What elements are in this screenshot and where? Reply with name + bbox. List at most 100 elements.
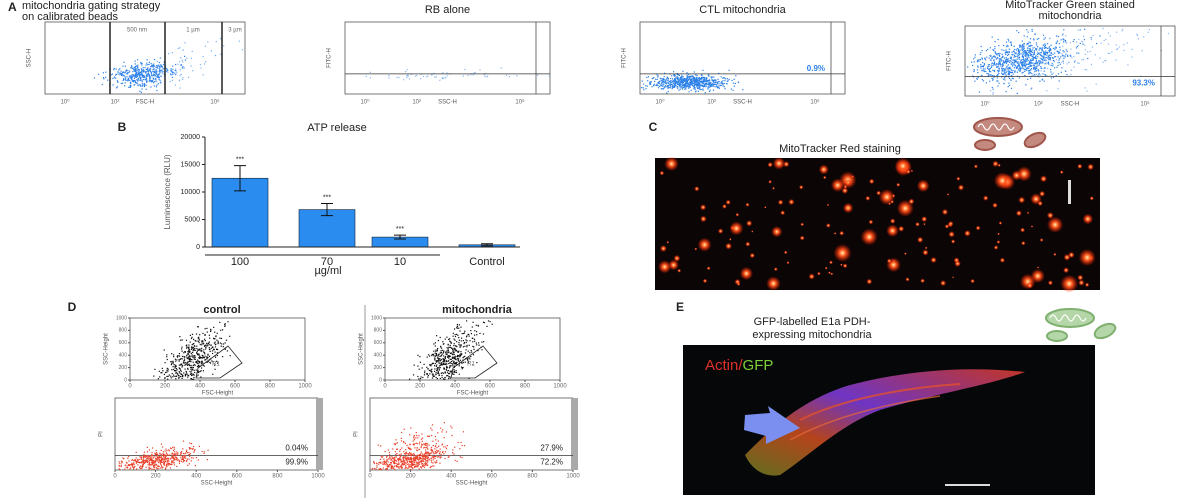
- event-dot: [400, 453, 402, 455]
- event-dot: [215, 335, 217, 337]
- event-dot: [187, 368, 189, 370]
- event-dot: [412, 453, 415, 455]
- event-dot: [182, 77, 184, 79]
- event-dot: [464, 330, 466, 332]
- event-dot: [140, 467, 142, 470]
- event-dot: [1136, 34, 1139, 37]
- event-dot: [401, 447, 403, 449]
- event-dot: [456, 346, 458, 348]
- event-dot: [1143, 36, 1145, 38]
- fluorescent-spot: [771, 226, 783, 238]
- event-dot: [405, 466, 407, 468]
- event-dot: [222, 329, 224, 331]
- event-dot: [201, 350, 203, 352]
- event-dot: [1033, 68, 1035, 70]
- fluorescent-spot: [725, 199, 731, 205]
- event-dot: [434, 342, 436, 344]
- event-dot: [461, 457, 463, 459]
- event-dot: [460, 340, 462, 342]
- event-dot: [703, 80, 705, 82]
- event-dot: [134, 76, 136, 78]
- event-dot: [167, 370, 169, 372]
- event-dot: [698, 80, 700, 82]
- event-dot: [150, 461, 152, 463]
- event-dot: [673, 74, 675, 76]
- event-dot: [1005, 49, 1007, 51]
- event-dot: [1131, 48, 1133, 50]
- event-dot: [164, 450, 166, 452]
- event-dot: [1018, 77, 1020, 79]
- event-dot: [447, 355, 449, 357]
- event-dot: [676, 82, 678, 84]
- event-dot: [152, 65, 154, 67]
- event-dot: [667, 79, 669, 81]
- event-dot: [141, 80, 143, 83]
- event-dot: [398, 76, 400, 79]
- event-dot: [220, 53, 222, 55]
- event-dot: [726, 80, 728, 82]
- event-dot: [198, 349, 200, 351]
- event-dot: [404, 456, 406, 458]
- event-dot: [186, 460, 188, 462]
- event-dot: [135, 65, 138, 67]
- event-dot: [173, 453, 175, 455]
- event-dot: [413, 364, 415, 366]
- event-dot: [1038, 49, 1040, 51]
- event-dot: [399, 457, 401, 459]
- event-dot: [436, 360, 438, 362]
- event-dot: [151, 452, 153, 454]
- event-dot: [153, 73, 155, 75]
- event-dot: [725, 78, 727, 80]
- event-dot: [459, 354, 461, 356]
- event-dot: [707, 83, 709, 85]
- event-dot: [454, 363, 456, 365]
- event-dot: [204, 333, 206, 336]
- event-dot: [473, 72, 475, 74]
- event-dot: [169, 463, 171, 465]
- event-dot: [432, 353, 434, 355]
- event-dot: [185, 363, 187, 366]
- event-dot: [180, 57, 182, 59]
- event-dot: [687, 78, 690, 80]
- event-dot: [973, 61, 975, 63]
- event-dot: [686, 77, 689, 79]
- event-dot: [977, 59, 979, 61]
- event-dot: [422, 437, 424, 439]
- event-dot: [455, 370, 457, 372]
- event-dot: [380, 462, 382, 464]
- event-dot: [124, 76, 126, 78]
- event-dot: [217, 341, 219, 344]
- event-dot: [683, 80, 685, 82]
- event-dot: [453, 363, 455, 365]
- event-dot: [97, 73, 100, 75]
- event-dot: [660, 80, 662, 82]
- event-dot: [430, 460, 432, 462]
- event-dot: [207, 449, 209, 451]
- event-dot: [435, 351, 437, 353]
- event-dot: [664, 79, 666, 81]
- fluorescent-spot: [839, 230, 845, 236]
- y-tick-label: 5000: [184, 216, 200, 223]
- event-dot: [190, 346, 193, 348]
- event-dot: [1021, 44, 1024, 46]
- event-dot: [1026, 53, 1029, 55]
- x-tick-label: 400: [450, 384, 461, 390]
- event-dot: [699, 87, 701, 89]
- event-dot: [661, 88, 663, 90]
- event-dot: [481, 341, 483, 343]
- event-dot: [135, 68, 137, 70]
- event-dot: [1102, 27, 1104, 30]
- event-dot: [376, 464, 378, 466]
- event-dot: [1063, 41, 1065, 43]
- event-dot: [1023, 68, 1025, 70]
- event-dot: [454, 371, 456, 373]
- event-dot: [378, 462, 380, 464]
- event-dot: [1121, 30, 1123, 32]
- event-dot: [462, 367, 464, 369]
- event-dot: [183, 352, 185, 354]
- event-dot: [983, 71, 985, 73]
- event-dot: [432, 462, 434, 464]
- event-dot: [472, 345, 474, 347]
- event-dot: [184, 453, 186, 455]
- event-dot: [1030, 51, 1032, 53]
